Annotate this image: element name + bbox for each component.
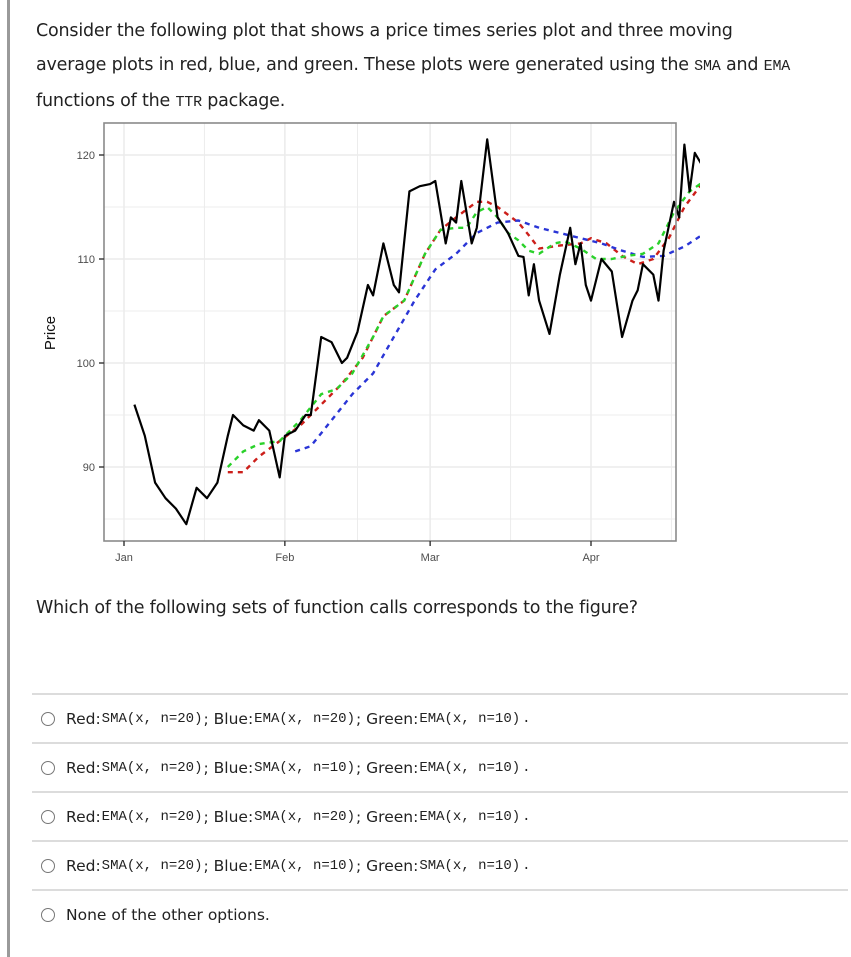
y-tick-label: 110 (77, 254, 95, 266)
answer-option-none[interactable]: None of the other options. (32, 889, 848, 938)
call-red: EMA(x, n=20) (101, 808, 203, 825)
chart-grid (104, 123, 676, 541)
chart-axes: 90 100 110 120 Jan Feb Mar Apr (77, 150, 600, 564)
label-red: Red: (66, 807, 101, 826)
y-tick-label: 90 (83, 462, 95, 474)
answer-option-2[interactable]: Red: SMA(x, n=20); Blue: SMA(x, n=10); G… (32, 742, 848, 791)
price-chart: 90 100 110 120 Jan Feb Mar Apr Price (0, 110, 826, 580)
call-red: SMA(x, n=20) (101, 710, 203, 727)
prompt-text: Which of the following sets of function … (36, 598, 638, 618)
call-blue: EMA(x, n=20) (254, 710, 355, 727)
label-green: ; Green: (356, 758, 419, 777)
option-end: . (522, 759, 531, 776)
package-name: TTR (175, 94, 202, 111)
radio-button[interactable] (41, 809, 55, 824)
label-blue: ; Blue: (203, 758, 254, 777)
radio-button[interactable] (41, 907, 55, 922)
call-green: EMA(x, n=10) (419, 808, 521, 825)
radio-button[interactable] (41, 711, 55, 726)
call-green: EMA(x, n=10) (419, 710, 521, 727)
label-green: ; Green: (356, 807, 419, 826)
call-green: EMA(x, n=10) (419, 759, 521, 776)
call-blue: SMA(x, n=10) (254, 759, 355, 776)
x-tick-label: Mar (421, 552, 440, 564)
question-text-segment: average plots in red, blue, and green. T… (36, 55, 695, 75)
radio-button[interactable] (41, 858, 55, 873)
option-end: . (522, 710, 531, 727)
x-tick-label: Jan (115, 552, 133, 564)
chart-canvas: 90 100 110 120 Jan Feb Mar Apr Price (42, 122, 826, 564)
x-tick-label: Apr (582, 552, 599, 564)
plot-frame (103, 122, 677, 542)
question-text-segment: and (720, 55, 764, 75)
option-end: . (522, 808, 531, 825)
y-tick-label: 100 (77, 358, 95, 370)
left-border-rule (7, 0, 10, 957)
question-line-3: functions of the TTR package. (36, 84, 836, 120)
call-green: SMA(x, n=10) (419, 857, 521, 874)
label-red: Red: (66, 758, 101, 777)
option-none-label: None of the other options. (66, 905, 270, 924)
x-tick-label: Feb (275, 552, 294, 564)
radio-button[interactable] (41, 760, 55, 775)
question-text-segment: package. (201, 91, 286, 111)
question-line-1: Consider the following plot that shows a… (36, 21, 733, 41)
series-red-line (227, 182, 815, 474)
label-green: ; Green: (356, 856, 419, 875)
label-red: Red: (66, 856, 101, 875)
option-end: . (522, 857, 531, 874)
answer-option-1[interactable]: Red: SMA(x, n=20); Blue: EMA(x, n=20); G… (32, 693, 848, 742)
answer-options: Red: SMA(x, n=20); Blue: EMA(x, n=20); G… (32, 693, 848, 938)
question-line-2: average plots in red, blue, and green. T… (36, 48, 836, 84)
call-red: SMA(x, n=20) (101, 857, 203, 874)
y-axis-label: Price (42, 316, 59, 350)
question-text: Consider the following plot that shows a… (36, 14, 836, 120)
call-blue: EMA(x, n=10) (254, 857, 355, 874)
answer-option-3[interactable]: Red: EMA(x, n=20); Blue: SMA(x, n=20); G… (32, 791, 848, 840)
label-blue: ; Blue: (203, 709, 254, 728)
call-blue: SMA(x, n=20) (254, 808, 355, 825)
question-text-segment: functions of the (36, 91, 176, 111)
answer-option-4[interactable]: Red: SMA(x, n=20); Blue: EMA(x, n=10); G… (32, 840, 848, 889)
function-ema: EMA (763, 58, 791, 75)
label-blue: ; Blue: (203, 856, 254, 875)
label-blue: ; Blue: (203, 807, 254, 826)
y-tick-label: 120 (77, 150, 95, 162)
label-green: ; Green: (356, 709, 419, 728)
function-sma: SMA (694, 58, 721, 75)
label-red: Red: (66, 709, 101, 728)
call-red: SMA(x, n=20) (101, 759, 203, 776)
